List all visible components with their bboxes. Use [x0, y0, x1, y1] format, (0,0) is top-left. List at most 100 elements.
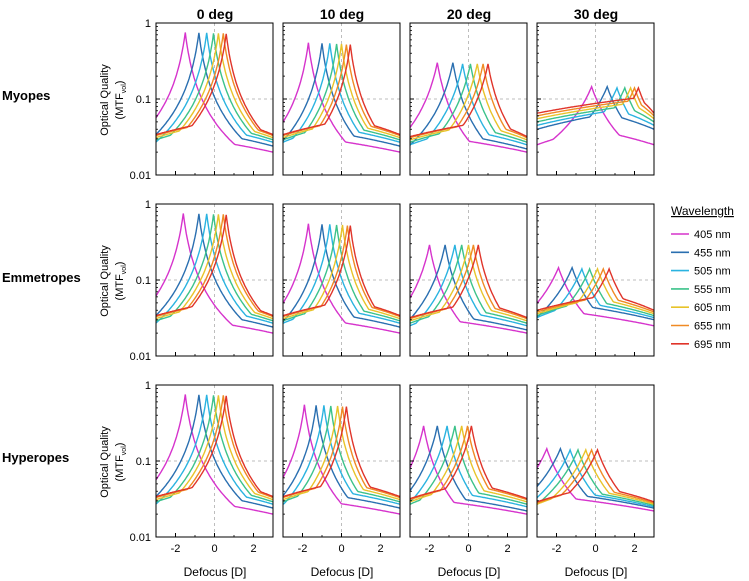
series-line-695-nm [409, 244, 528, 319]
y-axis-label-main: Optical Quality [99, 64, 111, 136]
series-line-405-nm [409, 62, 528, 153]
y-axis-label-row-3: Optical Quality (MTFvol) [99, 426, 128, 498]
series-line-505-nm [536, 447, 655, 508]
series-line-455-nm [536, 265, 655, 321]
series-line-555-nm [409, 244, 528, 324]
legend-title: Wavelength [671, 204, 734, 218]
series-line-455-nm [282, 405, 401, 509]
x-axis-label: Defocus [D] [565, 565, 628, 579]
x-tick-label: 0 [338, 543, 344, 555]
series-line-405-nm [409, 244, 528, 334]
panel-frame [536, 22, 655, 176]
series-line-695-nm [536, 85, 655, 114]
series-line-605-nm [282, 43, 401, 139]
column-title-10deg: 10 deg [320, 6, 364, 22]
series-line-655-nm [536, 85, 655, 117]
series-line-555-nm [409, 425, 528, 505]
x-tick-label: -2 [171, 543, 181, 555]
series-line-655-nm [155, 33, 274, 137]
panel-frame [282, 384, 401, 538]
panel-myopes-10deg [282, 22, 401, 176]
series-line-405-nm [536, 84, 655, 146]
series-line-695-nm [409, 425, 528, 500]
panel-hyperopes-10deg: -2 0 2 [282, 384, 401, 555]
series-line-655-nm [155, 214, 274, 318]
series-line-695-nm [282, 406, 401, 498]
series-line-505-nm [536, 85, 655, 127]
row-title-emmetropes: Emmetropes [2, 270, 81, 285]
panel-frame [155, 22, 274, 176]
series-line-405-nm [155, 32, 274, 153]
panel-frame [155, 203, 274, 357]
panel-hyperopes-20deg: -2 0 2 [409, 384, 528, 555]
series-line-555-nm [536, 85, 655, 123]
legend-label-405-nm: 405 nm [694, 229, 731, 241]
y-axis-label-row-1: Optical Quality (MTFvol) [99, 64, 128, 136]
column-title-0deg: 0 deg [197, 6, 234, 22]
y-tick-label: 0.01 [130, 351, 151, 363]
series-line-405-nm [536, 265, 655, 327]
panel-hyperopes-30deg: -2 0 2 [536, 384, 655, 555]
legend-label-555-nm: 555 nm [694, 284, 731, 296]
series-line-555-nm [282, 405, 401, 503]
x-tick-label: -2 [298, 543, 308, 555]
panel-frame [155, 384, 274, 538]
series-line-695-nm [536, 266, 655, 311]
y-tick-label: 0.1 [136, 456, 151, 468]
x-tick-label: 2 [250, 543, 256, 555]
panel-frame [409, 384, 528, 538]
series-line-605-nm [536, 85, 655, 120]
series-line-695-nm [155, 214, 274, 317]
x-tick-label: 0 [465, 543, 471, 555]
panel-emmetropes-10deg [282, 203, 401, 357]
series-line-405-nm [536, 446, 655, 512]
series-line-695-nm [409, 63, 528, 138]
y-axis-label-sub: (MTFvol) [114, 262, 128, 301]
panel-myopes-30deg [536, 22, 655, 176]
panel-frame [409, 203, 528, 357]
y-tick-label: 0.1 [136, 275, 151, 287]
series-line-695-nm [536, 447, 655, 503]
series-line-695-nm [155, 33, 274, 136]
series-line-605-nm [155, 395, 274, 501]
series-line-455-nm [282, 224, 401, 328]
series-line-605-nm [409, 244, 528, 322]
x-tick-label: -2 [552, 543, 562, 555]
x-tick-label: 2 [504, 543, 510, 555]
x-tick-label: 2 [631, 543, 637, 555]
series-line-455-nm [409, 62, 528, 150]
series-line-695-nm [155, 395, 274, 498]
legend-label-605-nm: 605 nm [694, 302, 731, 314]
column-title-30deg: 30 deg [574, 6, 618, 22]
series-line-505-nm [282, 405, 401, 505]
y-tick-label: 1 [145, 380, 151, 392]
series-line-655-nm [409, 63, 528, 139]
legend-label-655-nm: 655 nm [694, 321, 731, 333]
series-line-405-nm [282, 404, 401, 515]
y-axis-label-row-2: Optical Quality (MTFvol) [99, 245, 128, 317]
panel-emmetropes-30deg [536, 203, 655, 357]
series-line-695-nm [282, 44, 401, 136]
x-tick-label: -2 [425, 543, 435, 555]
series-line-695-nm [282, 225, 401, 317]
y-axis-label-sub: (MTFvol) [114, 443, 128, 482]
panel-myopes-20deg [409, 22, 528, 176]
series-line-605-nm [155, 214, 274, 320]
series-line-455-nm [155, 32, 274, 147]
series-line-655-nm [536, 266, 655, 313]
series-line-505-nm [282, 43, 401, 143]
y-tick-label: 0.1 [136, 94, 151, 106]
panel-frame [409, 22, 528, 176]
y-tick-label: 0.01 [130, 170, 151, 182]
series-line-605-nm [536, 266, 655, 315]
series-line-455-nm [536, 84, 655, 130]
panel-emmetropes-0deg: 1 0.1 0.01 [130, 199, 274, 363]
legend-label-505-nm: 505 nm [694, 266, 731, 278]
series-line-605-nm [409, 63, 528, 141]
y-axis-label-main: Optical Quality [99, 245, 111, 317]
series-line-655-nm [155, 395, 274, 499]
row-title-myopes: Myopes [2, 88, 50, 103]
series-line-455-nm [409, 425, 528, 512]
y-tick-label: 1 [145, 18, 151, 30]
